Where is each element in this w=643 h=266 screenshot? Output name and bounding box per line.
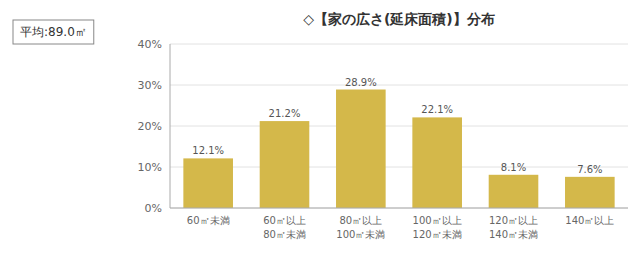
x-tick-label: 60㎡以上 80㎡未満	[263, 215, 306, 240]
x-tick-label-line: 140㎡未満	[489, 229, 538, 240]
bar	[260, 121, 310, 208]
bars	[183, 90, 614, 208]
annotation-frame	[13, 20, 94, 44]
data-label: 12.1%	[192, 145, 224, 156]
x-tick-label-line: 80㎡以上	[339, 215, 382, 226]
grid	[170, 44, 628, 208]
data-label: 21.2%	[269, 108, 301, 119]
y-tick-label: 10%	[138, 161, 162, 174]
title: ◇【家の広さ(延床面積)】分布	[303, 11, 495, 27]
x-tick-label-line: 60㎡未満	[187, 215, 230, 226]
x-axis-line	[170, 208, 628, 209]
annotation: 平均:89.0㎡	[20, 25, 87, 39]
grid-line	[170, 126, 628, 127]
chart-container: 0% 10% 20% 30% 40% 12.1% 21.2% 28.9% 22.1% 8.1% 7.…	[0, 0, 643, 266]
data-label: 8.1%	[501, 162, 526, 173]
bar	[412, 117, 462, 208]
y-tick-label: 40%	[138, 38, 162, 51]
grid-line	[170, 208, 628, 209]
x-tick-label-line: 140㎡以上	[565, 215, 614, 226]
grid-line	[170, 44, 628, 45]
x-tick-label-line: 60㎡以上	[263, 215, 306, 226]
y-tick-label: 30%	[138, 79, 162, 92]
chart-svg: 0% 10% 20% 30% 40% 12.1% 21.2% 28.9% 22.1% 8.1% 7.…	[0, 0, 643, 266]
annotation-box: 平均:89.0㎡	[13, 20, 94, 44]
x-tick-label: 60㎡未満	[187, 215, 230, 226]
x-tick-label-line: 100㎡以上	[413, 215, 462, 226]
y-tick-label: 20%	[138, 120, 162, 133]
bar	[336, 90, 386, 208]
y-tick-label: 0%	[145, 202, 162, 215]
bar	[489, 175, 539, 208]
bar	[565, 177, 615, 208]
data-label: 7.6%	[577, 164, 602, 175]
grid-line	[170, 167, 628, 168]
x-tick-label-line: 100㎡未満	[336, 229, 385, 240]
x-tick-label: 120㎡以上 140㎡未満	[489, 215, 538, 240]
x-tick-label: 140㎡以上	[565, 215, 614, 226]
y-axis-line	[170, 44, 171, 208]
data-label: 22.1%	[421, 104, 453, 115]
x-tick-label-line: 120㎡未満	[413, 229, 462, 240]
x-tick-label: 80㎡以上 100㎡未満	[336, 215, 385, 240]
grid-line	[170, 85, 628, 86]
x-tick-label-line: 80㎡未満	[263, 229, 306, 240]
x-tick-label: 100㎡以上 120㎡未満	[413, 215, 462, 240]
bar	[183, 158, 233, 208]
data-label: 28.9%	[345, 77, 377, 88]
x-tick-label-line: 120㎡以上	[489, 215, 538, 226]
